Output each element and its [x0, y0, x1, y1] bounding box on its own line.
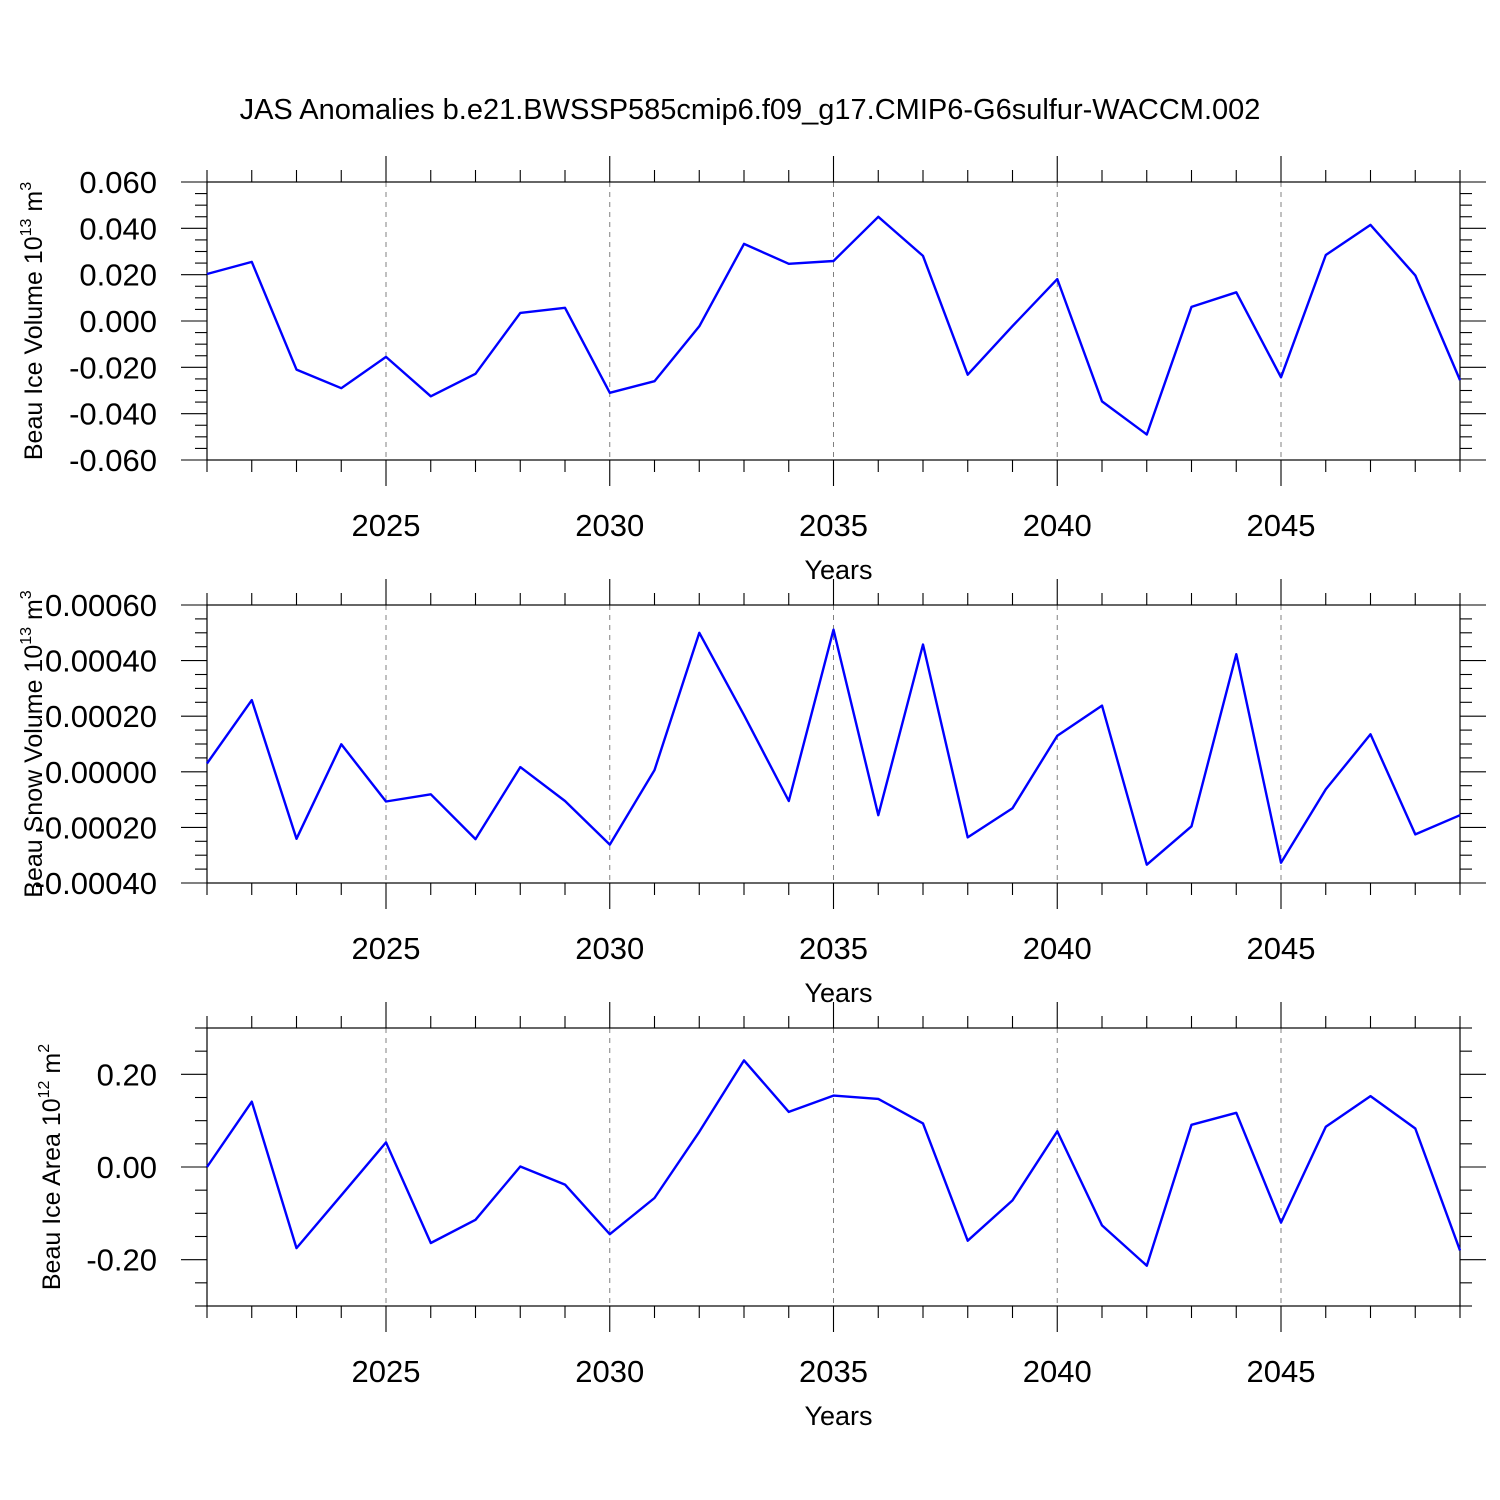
- data-line: [206, 1059, 1462, 1267]
- y-tick-label: -0.060: [69, 443, 157, 478]
- y-axis-label-exponent: 3: [18, 590, 35, 599]
- y-tick-label: 0.040: [79, 211, 157, 246]
- y-axis-label: Beau Ice Volume 1013 m3: [18, 182, 48, 460]
- y-tick-label: 0.20: [97, 1057, 157, 1092]
- x-tick-label: 2025: [352, 1354, 421, 1389]
- x-axis-label: Years: [804, 555, 872, 585]
- y-axis-label: Beau Ice Area 1012 m2: [36, 1044, 66, 1290]
- x-tick-label: 2040: [1023, 931, 1092, 966]
- x-tick-label: 2035: [799, 931, 868, 966]
- x-tick-label: 2030: [575, 508, 644, 543]
- x-tick-label: 2035: [799, 1354, 868, 1389]
- x-tick-label: 2045: [1247, 1354, 1316, 1389]
- y-axis-label-exponent: 12: [36, 1080, 53, 1098]
- panel-3: -0.20 0.00 0.20 2025 2030 2035 2040 2045 Years Be…: [36, 1002, 1486, 1431]
- y-tick-label: -0.00040: [35, 866, 157, 901]
- y-tick-label: 0.00060: [45, 588, 157, 623]
- y-axis-label-part: m: [20, 599, 48, 627]
- x-tick-label: 2025: [352, 931, 421, 966]
- x-tick-label: 2035: [799, 508, 868, 543]
- y-tick-label: -0.040: [69, 397, 157, 432]
- y-axis-label-exponent: 3: [18, 182, 35, 191]
- x-tick-label: 2045: [1247, 931, 1316, 966]
- x-axis-label: Years: [804, 1401, 872, 1431]
- data-line: [206, 628, 1461, 866]
- y-axis-label-group: Beau Ice Volume 1013 m3: [18, 182, 48, 460]
- y-tick-label: 0.000: [79, 304, 157, 339]
- chart-title: JAS Anomalies b.e21.BWSSP585cmip6.f09_g1…: [240, 94, 1261, 126]
- y-axis-label-group: Beau Snow Volume 1013 m3: [18, 590, 48, 898]
- panel-1: -0.060 -0.040 -0.020 0.000 0.020 0.040 0.060 20…: [18, 156, 1486, 585]
- y-axis-label: Beau Snow Volume 1013 m3: [18, 590, 48, 898]
- x-tick-label: 2025: [352, 508, 421, 543]
- y-tick-label: -0.20: [86, 1243, 157, 1278]
- plot-frame: [206, 604, 1461, 884]
- y-tick-label: -0.00020: [35, 810, 157, 845]
- x-tick-label: 2030: [575, 1354, 644, 1389]
- x-tick-label: 2040: [1023, 508, 1092, 543]
- y-tick-label: 0.020: [79, 258, 157, 293]
- y-axis-label-exponent: 13: [18, 627, 35, 645]
- y-tick-label: 0.060: [79, 165, 157, 200]
- y-tick-label: -0.020: [69, 350, 157, 385]
- y-tick-label: 0.00020: [45, 699, 157, 734]
- y-axis-label-exponent: 2: [36, 1044, 53, 1053]
- y-axis-label-part: Beau Ice Area 10: [38, 1098, 66, 1290]
- y-axis-label-group: Beau Ice Area 1012 m2: [36, 1044, 66, 1290]
- y-axis-label-exponent: 13: [18, 218, 35, 236]
- y-axis-label-part: Beau Ice Volume 10: [20, 236, 48, 460]
- x-tick-label: 2040: [1023, 1354, 1092, 1389]
- x-tick-label: 2030: [575, 931, 644, 966]
- panel-2: -0.00040 -0.00020 0.00000 0.00020 0.00040 0.0…: [18, 579, 1486, 1008]
- x-tick-label: 2045: [1247, 508, 1316, 543]
- y-tick-label: 0.00040: [45, 644, 157, 679]
- y-axis-label-part: m: [38, 1053, 66, 1081]
- y-axis-label-part: m: [20, 191, 48, 219]
- y-tick-label: 0.00: [97, 1150, 157, 1185]
- y-tick-label: 0.00000: [45, 755, 157, 790]
- plot-frame: [206, 181, 1461, 461]
- x-axis-label: Years: [804, 978, 872, 1008]
- y-axis-label-part: Beau Snow Volume 10: [20, 645, 48, 898]
